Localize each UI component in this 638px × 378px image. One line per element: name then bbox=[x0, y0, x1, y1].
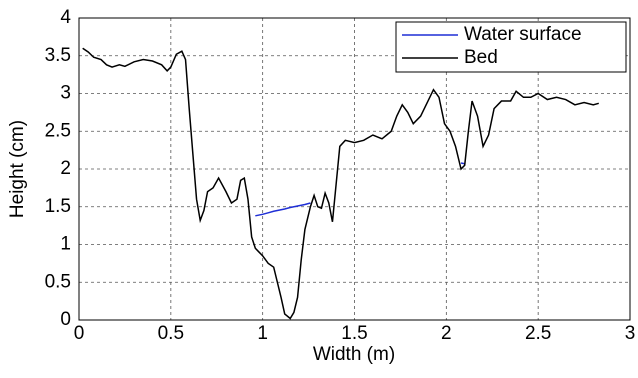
legend-label: Bed bbox=[464, 47, 498, 68]
x-tick-label: 1.5 bbox=[341, 323, 367, 344]
y-tick-label: 1 bbox=[60, 234, 71, 255]
y-tick-label: 1.5 bbox=[45, 196, 71, 217]
data-line bbox=[82, 47, 599, 320]
legend-label: Water surface bbox=[464, 24, 582, 45]
y-tick-label: 0 bbox=[60, 309, 71, 330]
y-tick-label: 3.5 bbox=[45, 45, 71, 66]
x-axis-label: Width (m) bbox=[313, 344, 395, 365]
legend-box bbox=[395, 21, 627, 73]
y-axis-label: Height (cm) bbox=[7, 120, 28, 218]
y-tick-label: 2.5 bbox=[45, 120, 71, 141]
x-tick-label: 2.5 bbox=[525, 323, 551, 344]
y-tick-label: 3 bbox=[60, 83, 71, 104]
data-line bbox=[255, 162, 465, 217]
x-tick-label: 1 bbox=[257, 323, 268, 344]
x-tick-label: 0 bbox=[74, 323, 85, 344]
x-tick-label: 0.5 bbox=[158, 323, 184, 344]
x-tick-label: 3 bbox=[625, 323, 636, 344]
y-tick-label: 2 bbox=[60, 158, 71, 179]
y-tick-label: 0.5 bbox=[45, 271, 71, 292]
y-tick-label: 4 bbox=[60, 7, 71, 28]
plot-frame bbox=[78, 17, 631, 321]
x-tick-label: 2 bbox=[441, 323, 452, 344]
